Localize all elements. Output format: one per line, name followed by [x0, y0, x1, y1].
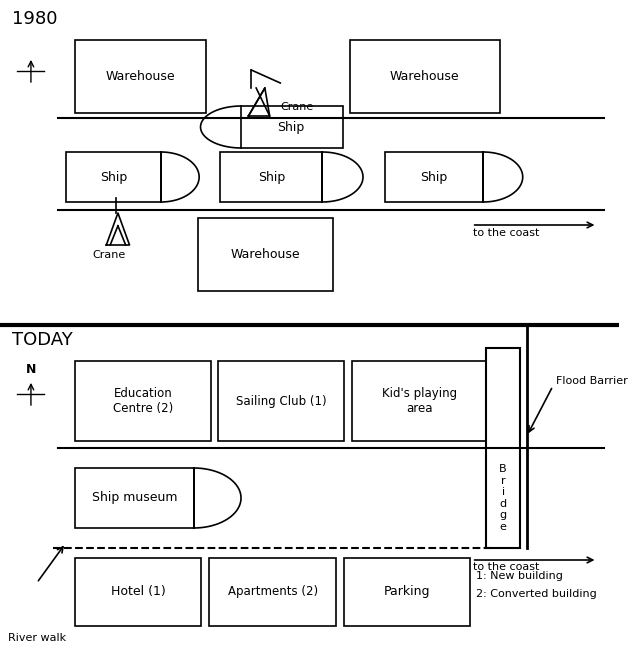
- Bar: [220, 152, 323, 202]
- Bar: [352, 361, 487, 441]
- Text: to the coast: to the coast: [473, 228, 539, 238]
- Text: B
r
i
d
g
e: B r i d g e: [499, 464, 507, 532]
- Bar: [76, 40, 206, 113]
- Bar: [385, 152, 483, 202]
- Text: Sailing Club (1): Sailing Club (1): [236, 395, 326, 407]
- Text: Apartments (2): Apartments (2): [227, 586, 317, 598]
- Text: to the coast: to the coast: [473, 562, 539, 572]
- Text: Warehouse: Warehouse: [106, 70, 175, 83]
- Bar: [486, 348, 520, 548]
- Text: River walk: River walk: [8, 633, 66, 643]
- Bar: [350, 40, 500, 113]
- Text: Education
Centre (2): Education Centre (2): [113, 387, 173, 415]
- Bar: [76, 361, 211, 441]
- Text: Crane: Crane: [93, 250, 126, 260]
- Bar: [218, 361, 344, 441]
- Text: Ship: Ship: [420, 171, 447, 184]
- Text: N: N: [26, 363, 36, 376]
- Text: Ship: Ship: [100, 171, 127, 184]
- Text: Kid's playing
area: Kid's playing area: [382, 387, 457, 415]
- Text: Warehouse: Warehouse: [231, 248, 301, 261]
- Bar: [66, 152, 161, 202]
- Text: Flood Barrier: Flood Barrier: [556, 376, 628, 386]
- Bar: [344, 558, 470, 626]
- Text: Warehouse: Warehouse: [390, 70, 460, 83]
- Text: 1: New building: 1: New building: [476, 571, 563, 581]
- Text: TODAY: TODAY: [12, 331, 72, 349]
- Text: Ship museum: Ship museum: [92, 492, 177, 504]
- Bar: [76, 468, 194, 528]
- Text: Ship: Ship: [258, 171, 285, 184]
- Bar: [76, 558, 201, 626]
- Text: 2: Converted building: 2: Converted building: [476, 589, 596, 599]
- Bar: [198, 218, 333, 291]
- Text: Hotel (1): Hotel (1): [111, 586, 166, 598]
- Text: Crane: Crane: [280, 102, 314, 112]
- Text: Ship: Ship: [277, 120, 305, 134]
- Text: 1980: 1980: [12, 10, 57, 28]
- Bar: [209, 558, 337, 626]
- Bar: [241, 106, 343, 148]
- Text: Parking: Parking: [384, 586, 430, 598]
